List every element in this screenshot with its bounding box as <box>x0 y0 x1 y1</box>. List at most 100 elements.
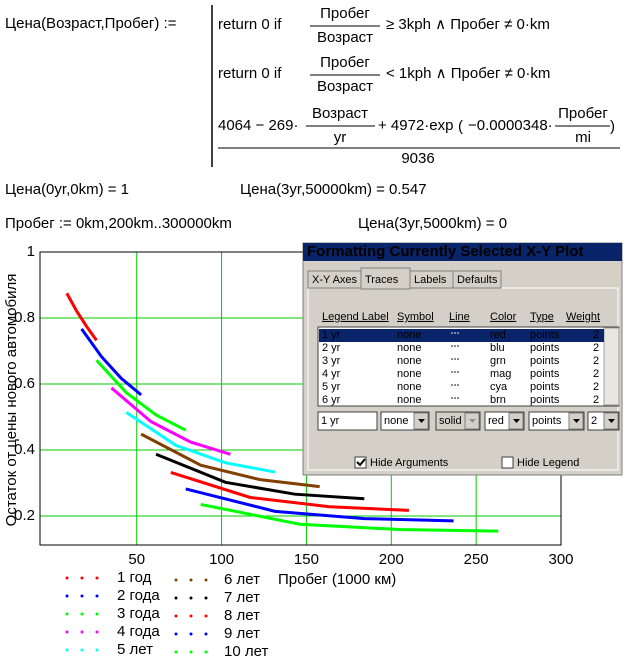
y-tick-label: 0.4 <box>14 441 35 458</box>
cell[interactable]: points <box>530 342 560 354</box>
legend-marker <box>80 648 84 652</box>
legend-label: 3 года <box>117 605 160 622</box>
paren: ) <box>610 118 615 135</box>
line-style-icon <box>457 384 459 386</box>
tab-label[interactable]: Labels <box>414 274 447 286</box>
cell[interactable]: red <box>490 329 506 341</box>
cell[interactable]: 2 yr <box>322 342 341 354</box>
column-header: Color <box>490 311 517 323</box>
column-header: Symbol <box>397 311 434 323</box>
series-line <box>80 328 143 397</box>
legend-marker <box>189 632 193 636</box>
checkbox-label[interactable]: Hide Arguments <box>370 457 449 469</box>
legend-marker <box>95 576 99 580</box>
cell[interactable]: points <box>530 329 560 341</box>
numerator: Пробег <box>320 5 370 22</box>
cell[interactable]: cya <box>490 381 508 393</box>
tab-label[interactable]: Defaults <box>457 274 498 286</box>
edit-value[interactable]: none <box>384 415 408 427</box>
cell[interactable]: points <box>530 381 560 393</box>
dropdown-arrow <box>573 419 580 423</box>
legend-marker <box>174 632 178 636</box>
cell[interactable]: 2 <box>593 329 599 341</box>
column-header: Type <box>530 311 554 323</box>
cell[interactable]: 2 <box>593 368 599 380</box>
legend-marker <box>174 596 178 600</box>
cell[interactable]: blu <box>490 342 505 354</box>
cell[interactable]: none <box>397 394 421 406</box>
denominator: Возраст <box>317 29 373 46</box>
tab-label[interactable]: X-Y Axes <box>312 274 358 286</box>
denominator: mi <box>575 129 591 146</box>
line-style-icon <box>451 358 453 360</box>
cell[interactable]: none <box>397 381 421 393</box>
edit-value[interactable]: 1 yr <box>321 415 340 427</box>
line-style-icon <box>451 371 453 373</box>
x-tick-label: 150 <box>294 551 319 568</box>
expression: + 4972·exp <box>378 117 453 134</box>
cell[interactable]: points <box>530 355 560 367</box>
line-style-icon <box>451 384 453 386</box>
legend-marker <box>80 594 84 598</box>
dialog-title: Formatting Currently Selected X-Y Plot <box>307 243 583 260</box>
x-tick-label: 300 <box>548 551 573 568</box>
tab[interactable] <box>452 270 502 289</box>
edit-value[interactable]: solid <box>439 415 462 427</box>
denominator: yr <box>334 129 347 146</box>
cell[interactable]: 4 yr <box>322 368 341 380</box>
legend-label: 10 лет <box>224 643 268 660</box>
cell[interactable]: none <box>397 342 421 354</box>
legend-marker <box>204 578 208 582</box>
cell[interactable]: 2 <box>593 394 599 406</box>
series-line <box>170 470 410 512</box>
line-style-icon <box>454 332 456 334</box>
cell[interactable]: none <box>397 355 421 367</box>
cell[interactable]: brn <box>490 394 506 406</box>
legend-marker <box>174 650 178 654</box>
legend-marker <box>174 614 178 618</box>
result: Цена(0yr,0km) = 1 <box>5 181 129 198</box>
cell[interactable]: 1 yr <box>322 329 341 341</box>
cell[interactable]: mag <box>490 368 511 380</box>
cell[interactable]: 5 yr <box>322 381 341 393</box>
checkbox[interactable] <box>354 456 367 469</box>
legend-label: 2 года <box>117 587 160 604</box>
cell[interactable]: 2 <box>593 355 599 367</box>
cell[interactable]: grn <box>490 355 506 367</box>
legend-label: 5 лет <box>117 641 153 658</box>
line-style-icon <box>457 397 459 399</box>
legend-label: 6 лет <box>224 571 260 588</box>
cell[interactable]: 3 yr <box>322 355 341 367</box>
cell[interactable]: points <box>530 368 560 380</box>
numerator: Пробег <box>558 105 608 122</box>
cell[interactable]: 6 yr <box>322 394 341 406</box>
cell[interactable]: points <box>530 394 560 406</box>
legend-marker <box>189 578 193 582</box>
edit-value[interactable]: red <box>488 415 504 427</box>
check-mark <box>356 458 366 467</box>
legend-marker <box>204 614 208 618</box>
result: Цена(3yr,5000km) = 0 <box>358 215 507 232</box>
line-style-icon <box>457 358 459 360</box>
cell[interactable]: 2 <box>593 381 599 393</box>
legend-marker <box>95 594 99 598</box>
legend-marker <box>65 612 69 616</box>
line-style-icon <box>451 345 453 347</box>
edit-field[interactable] <box>317 411 378 431</box>
series-line <box>155 452 365 501</box>
edit-value[interactable]: points <box>532 415 562 427</box>
cell[interactable]: none <box>397 368 421 380</box>
cell[interactable]: 2 <box>593 342 599 354</box>
title-bar <box>303 243 622 261</box>
checkbox[interactable] <box>501 456 514 469</box>
line-style-icon <box>457 332 459 334</box>
tab-label[interactable]: Traces <box>365 274 399 286</box>
line-style-icon <box>454 358 456 360</box>
result: Цена(3yr,50000km) = 0.547 <box>240 181 427 198</box>
cell[interactable]: none <box>397 329 421 341</box>
checkbox-label[interactable]: Hide Legend <box>517 457 579 469</box>
legend-marker <box>189 650 193 654</box>
edit-value[interactable]: 2 <box>591 415 597 427</box>
